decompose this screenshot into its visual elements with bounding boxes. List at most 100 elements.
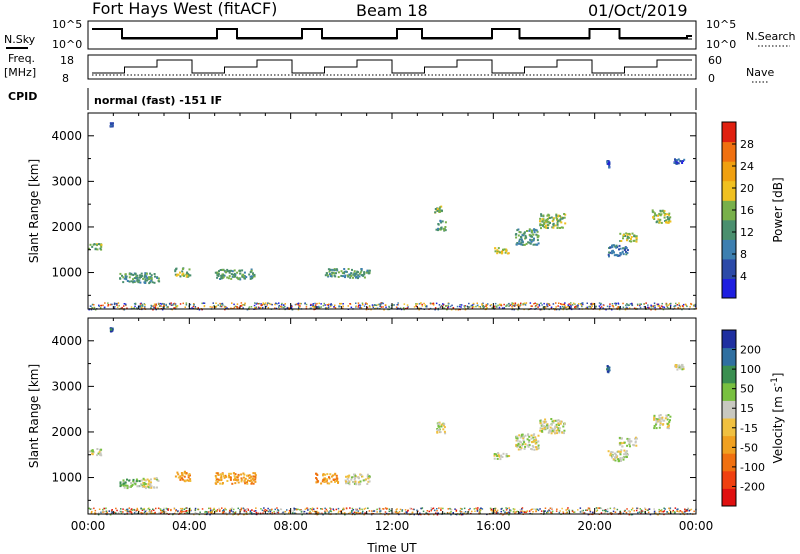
power-ground-cell [233, 306, 236, 309]
velocity-patch-cell [607, 450, 610, 453]
power-ground-cell [622, 306, 625, 308]
power-ground-cell [176, 305, 179, 307]
velocity-patch-cell [220, 476, 223, 479]
power-ground-cell [304, 302, 306, 305]
velocity-ground-cell [573, 511, 576, 513]
power-patch-cell [535, 229, 538, 232]
velocity-ground-cell [605, 510, 607, 513]
power-ground-cell [314, 304, 317, 306]
velocity-patch-cell [219, 482, 222, 485]
power-patch-cell [236, 271, 239, 274]
power-ground-cell [576, 305, 578, 307]
velocity-ground-cell [245, 512, 248, 515]
velocity-patch-cell [326, 478, 328, 481]
power-patch-cell [342, 275, 344, 278]
power-patch-cell [628, 232, 631, 235]
power-ground-cell [90, 305, 92, 307]
velocity-patch-cell [350, 478, 353, 481]
velocity-patch-cell [438, 429, 440, 432]
power-patch-cell [499, 251, 501, 254]
power-ground-cell [271, 303, 273, 306]
velocity-ground-cell [426, 510, 429, 512]
power-ground-cell [203, 305, 206, 308]
velocity-patch-cell [328, 476, 330, 479]
velocity-patch-cell [144, 487, 147, 490]
velocity-ground-cell [209, 513, 211, 516]
power-ground-cell [258, 302, 261, 305]
power-ground-cell [318, 307, 320, 309]
velocity-ground-cell [589, 509, 591, 512]
nave-tick-top: 60 [708, 54, 722, 67]
power-ground-cell [366, 306, 369, 309]
power-ground-cell [522, 303, 524, 305]
power-patch-cell [249, 277, 252, 280]
power-ground-cell [406, 307, 409, 309]
velocity-patch-cell [522, 437, 525, 440]
velocity-ground-cell [179, 507, 182, 510]
velocity-ground-cell [672, 509, 674, 512]
power-patch-cell [540, 214, 543, 217]
velocity-patch-cell [348, 474, 351, 477]
velocity-ground-cell [231, 507, 233, 509]
power-patch-cell [146, 279, 149, 282]
velocity-ground-cell [606, 508, 609, 510]
velocity-ground-cell [677, 508, 679, 510]
velocity-ground-cell [428, 510, 430, 513]
power-ground-cell [637, 304, 639, 306]
power-patch-cell [552, 222, 555, 225]
velocity-patch-cell [126, 478, 128, 481]
power-patch-cell [363, 273, 366, 276]
velocity-patch-cell [551, 420, 554, 423]
velocity-ground-cell [500, 510, 502, 513]
velocity-patch-cell [543, 425, 546, 428]
power-patch-cell [243, 271, 246, 274]
power-ground-cell [517, 308, 519, 311]
power-patch-cell [358, 272, 361, 275]
power-ground-cell [310, 303, 312, 306]
power-patch-cell [677, 158, 680, 161]
velocity-ground-cell [111, 509, 113, 512]
power-ground-cell [267, 306, 270, 309]
velocity-ground-cell [316, 510, 318, 513]
power-patch-cell [230, 273, 233, 276]
velocity-ground-cell [150, 512, 153, 514]
velocity-patch-cell [543, 422, 546, 425]
velocity-ground-cell [344, 513, 346, 516]
power-ground-cell [403, 308, 405, 311]
power-ground-cell [531, 305, 533, 307]
velocity-ground-cell [450, 511, 452, 513]
velocity-xtick-label: 08:00 [273, 519, 308, 533]
power-patch-cell [119, 272, 122, 275]
power-ground-cell [576, 306, 578, 308]
power-ground-cell [133, 303, 136, 305]
power-patch-cell [630, 240, 633, 243]
velocity-patch-cell [551, 429, 554, 432]
power-ground-cell [326, 304, 328, 306]
power-ground-cell [415, 303, 417, 305]
velocity-patch-cell [367, 480, 370, 483]
power-patch-cell [665, 221, 668, 224]
power-patch-cell [543, 226, 546, 229]
velocity-patch-cell [621, 445, 624, 448]
power-patch-cell [245, 276, 248, 279]
velocity-ground-cell [370, 510, 373, 512]
velocity-patch-cell [442, 424, 445, 427]
power-ground-cell [378, 303, 381, 305]
power-patch-cell [109, 125, 112, 128]
velocity-ground-cell [430, 509, 432, 512]
power-ground-cell [240, 305, 243, 307]
velocity-patch-cell [653, 425, 656, 427]
velocity-ground-cell [237, 513, 239, 516]
velocity-ground-cell [296, 508, 298, 511]
velocity-ground-cell [638, 511, 641, 513]
power-ground-cell [388, 306, 390, 308]
power-patch-cell [561, 226, 564, 229]
power-ground-cell [256, 302, 258, 304]
power-ground-cell [494, 302, 497, 305]
power-ground-cell [640, 303, 642, 305]
velocity-patch-cell [189, 478, 192, 481]
velocity-ground-cell [549, 507, 552, 509]
power-ground-cell [322, 304, 325, 307]
velocity-ground-cell [455, 509, 458, 511]
power-ground-cell [357, 304, 360, 307]
